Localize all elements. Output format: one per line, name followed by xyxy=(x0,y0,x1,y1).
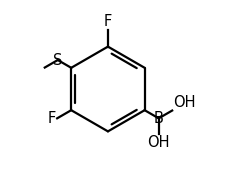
Text: OH: OH xyxy=(172,95,195,110)
Text: F: F xyxy=(47,111,55,126)
Text: OH: OH xyxy=(147,135,169,150)
Text: F: F xyxy=(103,14,112,29)
Text: S: S xyxy=(53,53,62,67)
Text: B: B xyxy=(153,111,163,126)
